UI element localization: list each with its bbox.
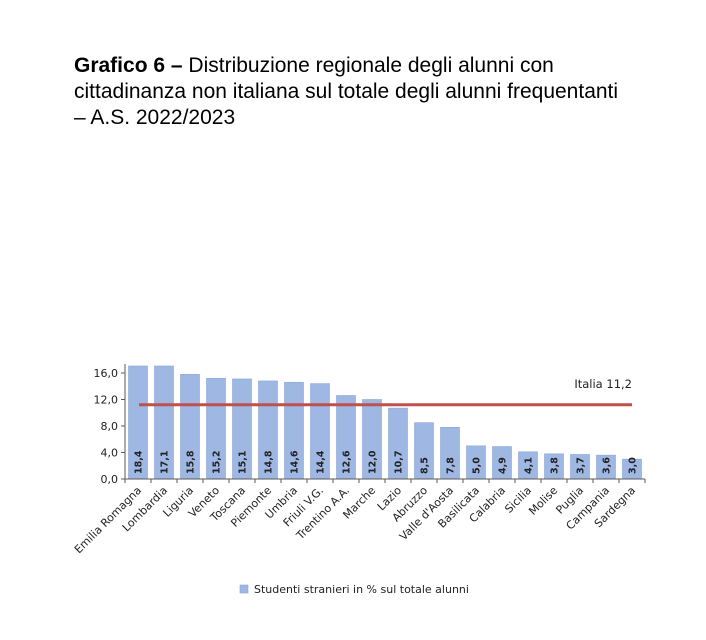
data-label: 14,4	[316, 450, 327, 474]
data-label: 4,1	[524, 457, 535, 474]
caption-text: Distribuzione regionale degli alunni con…	[74, 54, 619, 129]
data-label: 14,8	[264, 450, 275, 474]
data-label: 17,1	[160, 451, 171, 474]
data-label: 15,2	[212, 451, 223, 474]
data-label: 8,5	[420, 457, 431, 474]
legend-swatch	[239, 584, 249, 594]
data-label: 12,6	[342, 450, 353, 474]
data-label: 15,1	[238, 451, 249, 474]
data-label: 7,8	[446, 457, 457, 474]
data-label: 10,7	[394, 451, 405, 474]
reference-line-label: Italia 11,2	[574, 377, 632, 391]
data-label: 3,7	[576, 457, 587, 474]
legend-label: Studenti stranieri in % sul totale alunn…	[254, 583, 469, 596]
data-label: 14,6	[290, 450, 301, 474]
y-tick-label: 0,0	[101, 473, 119, 486]
data-label: 3,8	[550, 457, 561, 474]
caption-lead: Grafico 6 –	[74, 54, 183, 77]
y-tick-label: 4,0	[101, 447, 119, 460]
chart-caption: Grafico 6 – Distribuzione regionale degl…	[74, 53, 634, 131]
data-label: 5,0	[472, 457, 483, 474]
data-label: 18,4	[134, 450, 145, 474]
data-label: 3,0	[628, 457, 639, 474]
data-label: 4,9	[498, 457, 509, 474]
y-tick-label: 12,0	[94, 394, 119, 407]
data-label: 12,0	[368, 450, 379, 474]
x-category-label: Molise	[526, 484, 560, 518]
y-tick-label: 8,0	[101, 420, 119, 433]
data-label: 15,8	[186, 450, 197, 474]
data-label: 3,6	[602, 457, 613, 474]
y-tick-label: 16,0	[94, 367, 119, 380]
